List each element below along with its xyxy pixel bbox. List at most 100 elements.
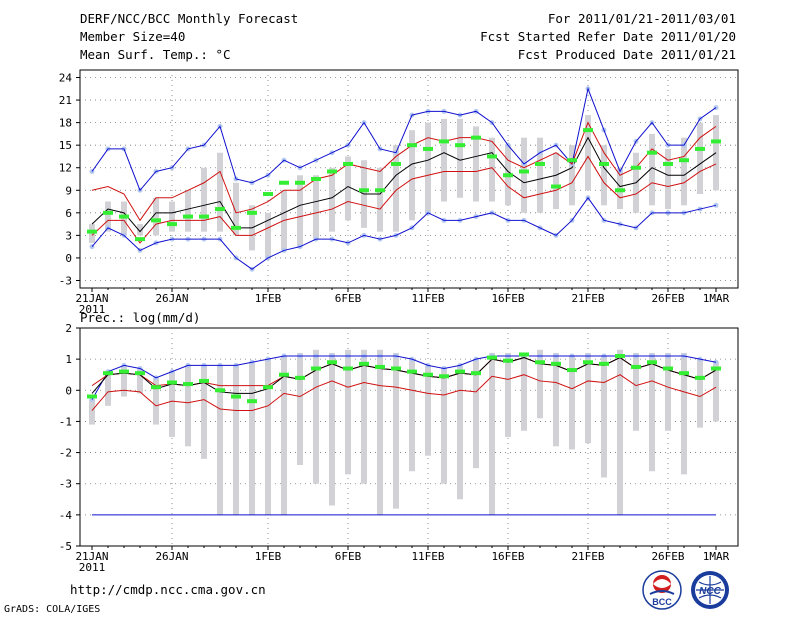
panel1-ytick-label: -3 [59,274,72,287]
panel2-green-marker [263,385,273,390]
panel2-spread-bar [233,365,239,515]
panel2-spread-bar [313,349,319,484]
panel2-green-marker [439,374,449,379]
panel2-xtick-label: 16FEB [491,550,524,563]
panel2-spread-bar [409,359,415,472]
panel2-green-marker [583,360,593,365]
panel1-ytick-label: 0 [65,252,72,265]
panel1-xtick-label: 11FEB [411,292,444,305]
panel2-spread-bar [697,359,703,428]
panel2-spread-bar [473,359,479,469]
panel2-spread-bar [441,368,447,484]
panel2-spread-bar [457,365,463,500]
panel2-spread-bar [105,371,111,406]
panel2-spread-bar [649,352,655,472]
panel2-line-lower [91,374,717,412]
panel1-xtick-label: 26JAN [155,292,188,305]
panel2-spread-bar [361,349,367,484]
panel1-green-marker [295,180,305,185]
panel1-spread-bar [489,137,495,202]
panel1-green-marker [503,173,513,178]
panel1-green-marker [455,143,465,148]
panel2-green-marker [679,371,689,376]
panel2-green-marker [455,369,465,374]
panel2-green-marker [519,352,529,357]
panel2-spread-bar [585,352,591,444]
panel2-green-marker [599,361,609,366]
panel2-green-marker [423,372,433,377]
panel1-spread-bar [137,224,143,236]
panel1-green-marker [631,165,641,170]
panel1-green-marker [535,161,545,166]
panel2-spread-bar [569,356,575,450]
panel2-title: Prec.: log(mm/d) [80,310,200,325]
forecast-title: DERF/NCC/BCC Monthly Forecast [80,11,299,26]
panel2-green-marker [503,358,513,363]
panel1-green-marker [327,169,337,174]
panel1-green-marker [103,210,113,215]
panel2-spread-bar [665,352,671,431]
panel2-green-marker [167,380,177,385]
panel2-ytick-label: -4 [59,509,73,522]
panel1-series-line-3 [91,121,717,222]
panel1-green-marker [423,146,433,151]
panel1-green-marker [583,128,593,133]
panel1-spread-bar [441,118,447,202]
panel2-line-max [91,355,717,400]
panel1-ytick-label: 9 [65,184,72,197]
panel2-green-marker [87,394,97,399]
panel1-spread-bar [105,201,111,232]
produced-date: Fcst Produced Date 2011/01/21 [517,47,736,62]
panel1-spread-bar [665,148,671,210]
panel2-green-marker [375,364,385,369]
panel1-spread-bar [649,133,655,206]
panel2-green-marker [135,371,145,376]
panel1-xtick-label: 1MAR [703,292,730,305]
member-size: Member Size=40 [80,29,186,44]
panel1-green-marker [599,161,609,166]
panel2-green-marker [551,361,561,366]
panel1-green-marker [695,146,705,151]
panel2-ytick-label: 2 [65,322,72,335]
panel1-green-marker [215,207,225,212]
panel1-green-marker [519,169,529,174]
panel2-spread-bar [217,365,223,515]
panel1-xtick-sublabel: 2011 [79,303,106,316]
panel2-green-marker [247,399,257,404]
panel2-spread-bar [297,352,303,466]
panel1-green-marker [311,177,321,181]
panel1-spread-bar [473,126,479,202]
panel1-spread-bar [377,167,383,232]
panel2-green-marker [631,364,641,369]
panel2-green-marker [327,360,337,365]
panel1-spread-bar [297,175,303,247]
ncc-logo-text: NCC [699,586,721,597]
panel2-ytick-label: -1 [59,415,72,428]
panel2-spread-bar [121,365,127,397]
panel2-xtick-label: 21FEB [571,550,604,563]
panel1-spread-bar [185,190,191,232]
panel1-spread-bar [681,137,687,206]
panel1-xtick-label: 26FEB [651,292,684,305]
panel1-spread-bar [569,145,575,206]
panel2-green-marker [231,394,241,399]
panel1-xtick-label: 6FEB [335,292,362,305]
panel2-green-marker [103,371,113,376]
panel2-green-marker [119,369,129,374]
panel1-green-marker [119,214,129,219]
panel2-spread-bar [329,352,335,506]
panel2-green-marker [567,368,577,373]
panel1-green-marker [359,188,369,193]
source-url[interactable]: http://cmdp.ncc.cma.gov.cn [70,582,266,597]
panel1-green-marker [135,237,145,242]
panel1-spread-bar [553,152,559,210]
panel1-spread-bar [169,201,175,232]
panel2-spread-bar [249,362,255,515]
bcc-logo: BCC [642,570,682,610]
panel2-green-marker [487,355,497,360]
panel1-green-marker [391,161,401,166]
panel2-green-marker [615,354,625,359]
panel1-green-marker [551,184,561,189]
